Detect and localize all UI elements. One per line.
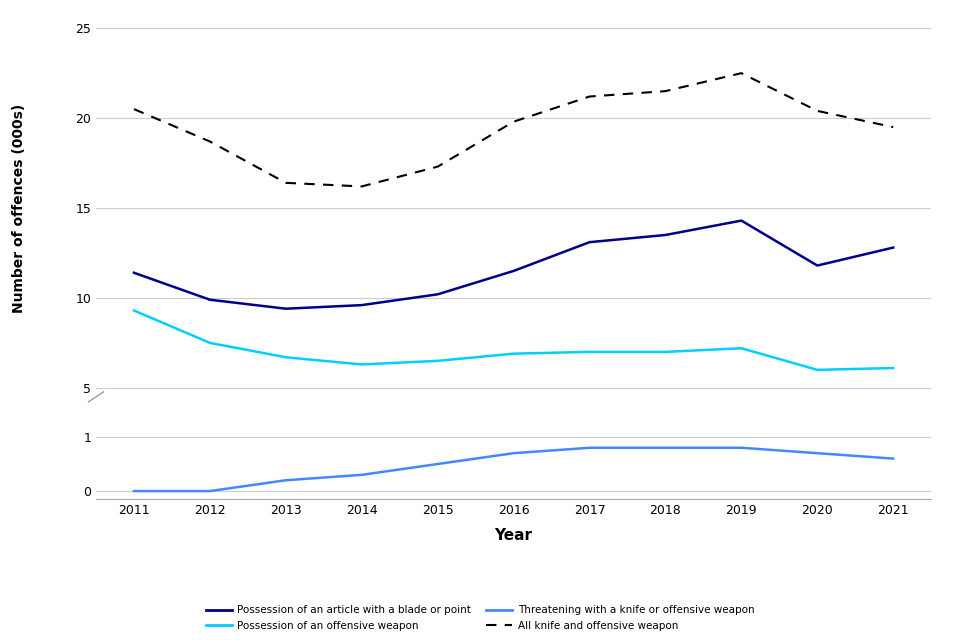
Text: Number of offences (000s): Number of offences (000s)	[12, 104, 26, 312]
X-axis label: Year: Year	[494, 528, 533, 543]
Legend: Possession of an article with a blade or point, Possession of an offensive weapo: Possession of an article with a blade or…	[202, 601, 758, 635]
